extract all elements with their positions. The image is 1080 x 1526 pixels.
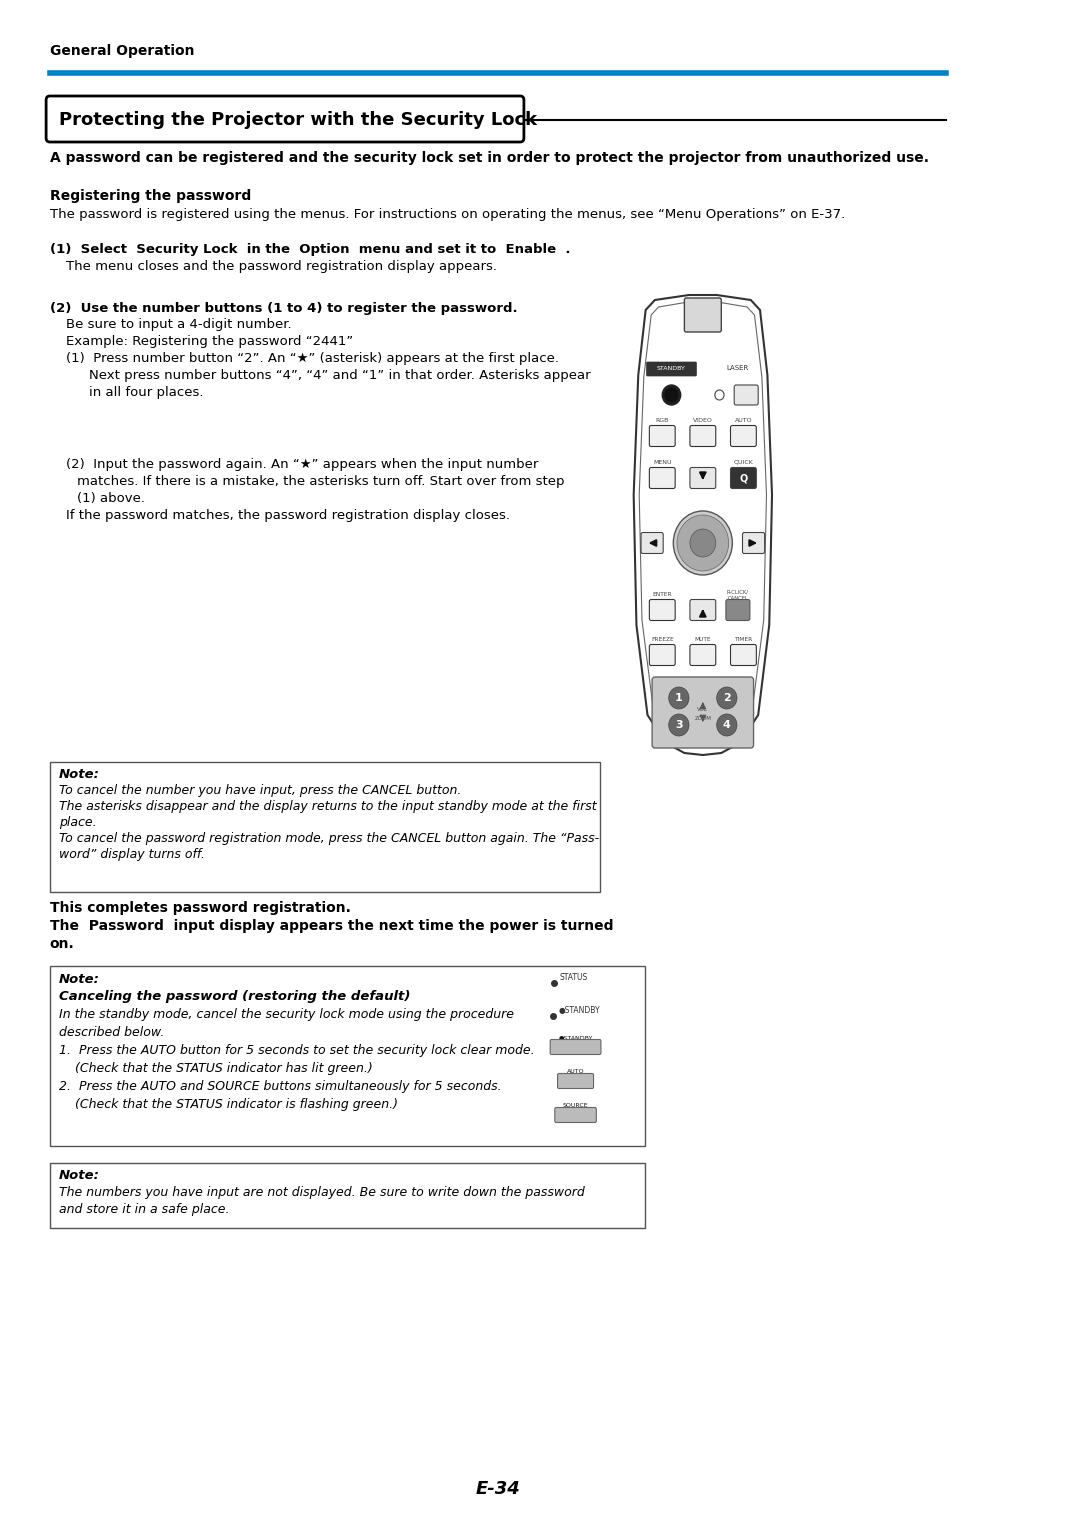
Circle shape bbox=[717, 687, 737, 710]
Text: STANDBY: STANDBY bbox=[657, 366, 686, 371]
Text: E-34: E-34 bbox=[475, 1480, 521, 1499]
Bar bbox=[50, 966, 645, 1146]
Circle shape bbox=[673, 511, 732, 575]
Text: STATUS: STATUS bbox=[559, 974, 589, 983]
Text: Protecting the Projector with the Security Lock: Protecting the Projector with the Securi… bbox=[59, 111, 537, 130]
FancyBboxPatch shape bbox=[647, 362, 697, 375]
Text: on.: on. bbox=[50, 937, 75, 951]
FancyBboxPatch shape bbox=[652, 678, 754, 748]
Text: The menu closes and the password registration display appears.: The menu closes and the password registr… bbox=[66, 259, 498, 273]
Bar bbox=[50, 1163, 645, 1228]
Circle shape bbox=[669, 714, 689, 736]
Text: 1: 1 bbox=[675, 693, 683, 703]
Circle shape bbox=[665, 388, 678, 401]
Text: RGB: RGB bbox=[656, 418, 669, 423]
FancyBboxPatch shape bbox=[730, 644, 756, 665]
Text: ●STANDBY: ●STANDBY bbox=[559, 1006, 600, 1015]
Text: and store it in a safe place.: and store it in a safe place. bbox=[59, 1202, 230, 1216]
Text: QUICK: QUICK bbox=[733, 459, 754, 464]
Circle shape bbox=[690, 530, 716, 557]
Circle shape bbox=[662, 385, 680, 404]
FancyBboxPatch shape bbox=[690, 426, 716, 447]
Text: word” display turns off.: word” display turns off. bbox=[59, 848, 205, 861]
Text: TIMER: TIMER bbox=[734, 636, 753, 641]
Text: 2: 2 bbox=[723, 693, 731, 703]
Text: The numbers you have input are not displayed. Be sure to write down the password: The numbers you have input are not displ… bbox=[59, 1186, 584, 1199]
FancyBboxPatch shape bbox=[557, 1073, 594, 1088]
Text: Be sure to input a 4-digit number.: Be sure to input a 4-digit number. bbox=[66, 317, 292, 331]
FancyBboxPatch shape bbox=[743, 533, 765, 554]
Text: If the password matches, the password registration display closes.: If the password matches, the password re… bbox=[66, 510, 511, 522]
Text: A password can be registered and the security lock set in order to protect the p: A password can be registered and the sec… bbox=[50, 151, 929, 165]
Circle shape bbox=[669, 687, 689, 710]
Text: (2)  Input the password again. An “★” appears when the input number: (2) Input the password again. An “★” app… bbox=[66, 458, 539, 472]
Text: (1) above.: (1) above. bbox=[78, 491, 146, 505]
Text: To cancel the number you have input, press the CANCEL button.: To cancel the number you have input, pre… bbox=[59, 784, 461, 797]
Text: General Operation: General Operation bbox=[50, 44, 194, 58]
Text: matches. If there is a mistake, the asterisks turn off. Start over from step: matches. If there is a mistake, the aste… bbox=[78, 475, 565, 488]
Text: Note:: Note: bbox=[59, 1169, 100, 1183]
Text: LASER: LASER bbox=[727, 365, 750, 371]
Circle shape bbox=[677, 514, 729, 571]
FancyBboxPatch shape bbox=[726, 600, 750, 621]
Text: in all four places.: in all four places. bbox=[89, 386, 203, 398]
Text: 1.  Press the AUTO button for 5 seconds to set the security lock clear mode.: 1. Press the AUTO button for 5 seconds t… bbox=[59, 1044, 535, 1058]
FancyBboxPatch shape bbox=[690, 467, 716, 488]
Text: ZOOM: ZOOM bbox=[694, 716, 712, 720]
FancyBboxPatch shape bbox=[685, 298, 721, 333]
FancyBboxPatch shape bbox=[734, 385, 758, 404]
Text: The asterisks disappear and the display returns to the input standby mode at the: The asterisks disappear and the display … bbox=[59, 800, 596, 813]
Text: Example: Registering the password “2441”: Example: Registering the password “2441” bbox=[66, 336, 353, 348]
Text: Note:: Note: bbox=[59, 768, 100, 781]
Text: (1)  Press number button “2”. An “★” (asterisk) appears at the first place.: (1) Press number button “2”. An “★” (ast… bbox=[66, 353, 559, 365]
FancyBboxPatch shape bbox=[690, 600, 716, 621]
Text: This completes password registration.: This completes password registration. bbox=[50, 900, 351, 916]
Text: 4: 4 bbox=[723, 720, 731, 729]
Text: (Check that the STATUS indicator has lit green.): (Check that the STATUS indicator has lit… bbox=[59, 1062, 373, 1074]
FancyBboxPatch shape bbox=[46, 96, 524, 142]
Text: (1)  Select  Security Lock  in the  Option  menu and set it to  Enable  .: (1) Select Security Lock in the Option m… bbox=[50, 243, 570, 256]
Text: Canceling the password (restoring the default): Canceling the password (restoring the de… bbox=[59, 990, 410, 1003]
Circle shape bbox=[717, 714, 737, 736]
Text: Note:: Note: bbox=[59, 974, 100, 986]
Text: ENTER: ENTER bbox=[652, 592, 672, 597]
FancyBboxPatch shape bbox=[730, 467, 756, 488]
Text: MUTE: MUTE bbox=[694, 636, 711, 641]
FancyBboxPatch shape bbox=[730, 426, 756, 447]
FancyBboxPatch shape bbox=[649, 426, 675, 447]
FancyBboxPatch shape bbox=[642, 533, 663, 554]
Text: AUTO: AUTO bbox=[734, 418, 753, 423]
FancyBboxPatch shape bbox=[649, 644, 675, 665]
FancyBboxPatch shape bbox=[550, 1039, 600, 1054]
Text: Next press number buttons “4”, “4” and “1” in that order. Asterisks appear: Next press number buttons “4”, “4” and “… bbox=[89, 369, 590, 382]
Text: 3: 3 bbox=[675, 720, 683, 729]
FancyBboxPatch shape bbox=[649, 467, 675, 488]
Text: To cancel the password registration mode, press the CANCEL button again. The “Pa: To cancel the password registration mode… bbox=[59, 832, 599, 845]
Text: SOURCE: SOURCE bbox=[563, 1103, 589, 1108]
Text: Registering the password: Registering the password bbox=[50, 189, 251, 203]
Text: described below.: described below. bbox=[59, 1025, 164, 1039]
Text: The password is registered using the menus. For instructions on operating the me: The password is registered using the men… bbox=[50, 208, 845, 221]
Text: (2)  Use the number buttons (1 to 4) to register the password.: (2) Use the number buttons (1 to 4) to r… bbox=[50, 302, 517, 314]
Text: In the standby mode, cancel the security lock mode using the procedure: In the standby mode, cancel the security… bbox=[59, 1009, 514, 1021]
Text: MENU: MENU bbox=[653, 459, 672, 464]
Text: 2.  Press the AUTO and SOURCE buttons simultaneously for 5 seconds.: 2. Press the AUTO and SOURCE buttons sim… bbox=[59, 1080, 501, 1093]
Bar bbox=[50, 761, 599, 893]
Text: Q: Q bbox=[740, 473, 747, 484]
Circle shape bbox=[715, 391, 724, 400]
Polygon shape bbox=[634, 295, 772, 755]
Text: (Check that the STATUS indicator is flashing green.): (Check that the STATUS indicator is flas… bbox=[59, 1099, 399, 1111]
FancyBboxPatch shape bbox=[555, 1108, 596, 1123]
Text: FREEZE: FREEZE bbox=[651, 636, 674, 641]
Text: AUTO: AUTO bbox=[567, 1070, 584, 1074]
FancyBboxPatch shape bbox=[649, 600, 675, 621]
Text: VIDEO: VIDEO bbox=[693, 418, 713, 423]
Text: VOL: VOL bbox=[698, 707, 708, 711]
Text: CANCEL: CANCEL bbox=[728, 595, 748, 601]
FancyBboxPatch shape bbox=[690, 644, 716, 665]
Text: R-CLICK/: R-CLICK/ bbox=[727, 589, 748, 595]
Text: The  Password  input display appears the next time the power is turned: The Password input display appears the n… bbox=[50, 919, 613, 932]
Text: place.: place. bbox=[59, 816, 96, 829]
Text: ●STANDBY: ●STANDBY bbox=[558, 1035, 593, 1041]
